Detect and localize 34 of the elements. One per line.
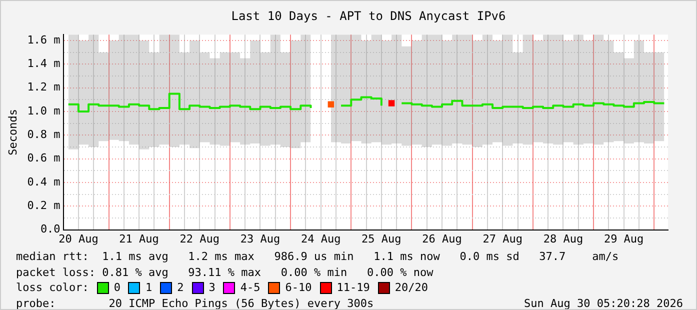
x-tick-label: 20 Aug [58, 232, 98, 246]
legend-label: 20/20 [394, 280, 428, 296]
legend-label: 6-10 [285, 280, 312, 296]
x-tick-label: 24 Aug [300, 232, 341, 246]
y-tick-label: 0.4 m [27, 175, 61, 188]
legend-label: 4-5 [240, 280, 260, 296]
text: packet loss: 0.81 % avg 93.11 % max 0.00 % min 0.00 % now [16, 264, 434, 280]
x-tick-label: 22 Aug [180, 232, 220, 246]
y-tick-label: 0.8 m [27, 128, 61, 142]
y-axis-title: Seconds [6, 109, 20, 156]
y-tick-label: 0.2 m [27, 199, 61, 212]
x-tick-label: 27 Aug [482, 232, 522, 246]
legend-label: 2 [177, 280, 184, 296]
text: Sun Aug 30 05:20:28 2026 [524, 296, 683, 310]
x-tick-label: 29 Aug [604, 232, 644, 246]
x-tick-label: 21 Aug [119, 232, 159, 246]
text: median rtt: 1.1 ms avg 1.2 ms max 986.9 us min 1.1 ms now 0.0 ms sd 37.7 am/s [16, 249, 620, 264]
y-tick-label: 1.4 m [27, 57, 61, 70]
legend-label: 3 [208, 280, 216, 296]
x-tick-label: 26 Aug [422, 232, 462, 246]
y-tick-label: 1.0 m [27, 104, 61, 118]
legend-label: 0 [114, 280, 120, 296]
legend-title: loss color: [16, 280, 89, 296]
x-tick-label: 23 Aug [240, 232, 280, 246]
y-tick-label: 0.0 [40, 222, 60, 236]
legend-label: 1 [145, 280, 152, 296]
x-tick-label: 28 Aug [543, 232, 584, 246]
legend-label: 11-19 [336, 280, 370, 296]
y-tick-label: 1.2 m [27, 80, 61, 94]
x-tick-label: 25 Aug [362, 232, 402, 246]
chart-title: Last 10 Days - APT to DNS Anycast IPv6 [230, 9, 507, 25]
y-tick-label: 0.6 m [27, 152, 61, 165]
y-tick-label: 1.6 m [27, 33, 61, 46]
text: probe: 20 ICMP Echo Pings (56 Bytes) every 300s [16, 296, 374, 310]
